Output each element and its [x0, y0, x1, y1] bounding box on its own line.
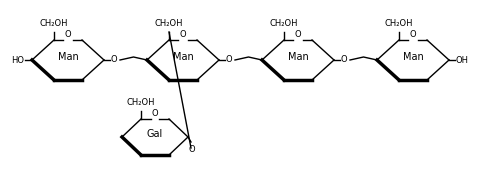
- Text: CH₂OH: CH₂OH: [127, 98, 156, 107]
- Text: O: O: [64, 29, 71, 38]
- Text: Gal: Gal: [147, 129, 163, 139]
- Text: O: O: [410, 29, 416, 38]
- Text: O: O: [152, 108, 158, 117]
- Text: CH₂OH: CH₂OH: [385, 19, 413, 28]
- Text: O: O: [180, 29, 186, 38]
- Text: O: O: [110, 55, 117, 63]
- Text: O: O: [294, 29, 302, 38]
- Text: CH₂OH: CH₂OH: [270, 19, 298, 28]
- Text: HO: HO: [11, 56, 24, 65]
- Text: OH: OH: [456, 56, 469, 65]
- Text: O: O: [226, 55, 232, 63]
- Text: Man: Man: [172, 52, 194, 62]
- Text: O: O: [340, 55, 347, 63]
- Text: O: O: [188, 145, 196, 154]
- Text: Man: Man: [402, 52, 423, 62]
- Text: Man: Man: [288, 52, 308, 62]
- Text: CH₂OH: CH₂OH: [40, 19, 68, 28]
- Text: CH₂OH: CH₂OH: [155, 19, 184, 28]
- Text: Man: Man: [58, 52, 78, 62]
